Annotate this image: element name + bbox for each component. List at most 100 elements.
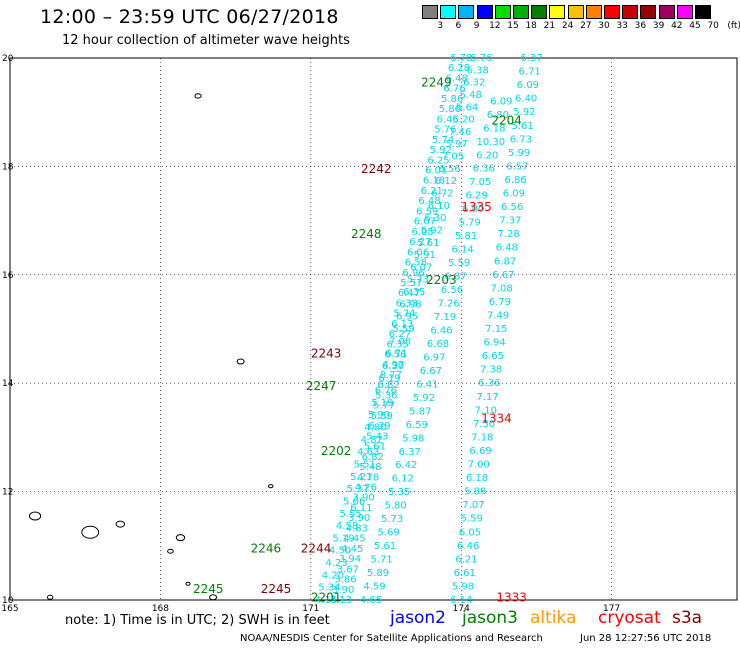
- swh-value: 5.92: [430, 145, 452, 156]
- pass-time-label: 2246: [251, 542, 282, 556]
- swh-value: 3.86: [334, 575, 356, 586]
- satellite-s3a: s3a: [672, 608, 703, 628]
- colorbar-swatch: [513, 5, 529, 19]
- swh-value: 5.55: [339, 509, 361, 520]
- swh-value: 6.71: [519, 67, 541, 78]
- swh-value: 7.19: [434, 312, 456, 323]
- swh-value: 6.56: [438, 164, 460, 175]
- swh-value: 7.37: [499, 216, 521, 227]
- swh-value: 6.47: [398, 288, 420, 299]
- swh-value: 6.46: [430, 325, 452, 336]
- swh-value: 6.06: [407, 247, 429, 258]
- colorbar-label: 24: [561, 21, 574, 31]
- swh-value: 6.86: [505, 175, 527, 186]
- swh-value: 6.39: [368, 421, 390, 432]
- swh-value: 6.30: [424, 213, 446, 224]
- swh-value: 6.19: [378, 373, 400, 384]
- swh-value: 4.45: [341, 544, 363, 555]
- colorbar-swatch: [658, 5, 675, 19]
- swh-value: 6.76: [470, 53, 492, 64]
- colorbar-label: 9: [473, 21, 480, 31]
- swh-value: 5.74: [393, 309, 415, 320]
- colorbar-label: 39: [652, 21, 665, 31]
- swh-value: 6.76: [443, 84, 465, 95]
- pass-time-label: 2203: [426, 273, 457, 287]
- swh-value: 4.82: [361, 435, 383, 446]
- swh-value: 6.48: [446, 73, 468, 84]
- swh-value: 6.59: [406, 420, 428, 431]
- colorbar-swatch: [458, 5, 475, 19]
- swh-value: 4.65: [360, 595, 382, 606]
- swh-value: 6.12: [435, 176, 457, 187]
- swh-value: 6.40: [515, 94, 537, 105]
- swh-value: 7.38: [480, 365, 502, 376]
- swh-value: 5.43: [366, 431, 388, 442]
- swh-value: 6.12: [392, 474, 414, 485]
- swh-value: 6.98: [400, 299, 422, 310]
- swh-value: 8.77: [380, 370, 402, 381]
- lat-tick-label: 10: [2, 596, 14, 606]
- colorbar-label: 27: [580, 21, 592, 31]
- swh-value: 5.34: [318, 583, 340, 594]
- swh-value: 6.20: [476, 150, 498, 161]
- swh-value: 6.94: [483, 338, 505, 349]
- swh-value: 5.86: [439, 104, 461, 115]
- colorbar-swatch: [531, 5, 548, 19]
- swh-value: 6.09: [490, 96, 512, 107]
- swh-value: 6.18: [466, 473, 488, 484]
- swh-value: 6.10: [428, 201, 450, 212]
- swh-value: 6.82: [362, 452, 384, 463]
- island-outline: [267, 484, 274, 489]
- colorbar-swatch: [604, 5, 620, 19]
- island-outline: [175, 534, 186, 542]
- colorbar-label: 12: [489, 21, 501, 31]
- colorbar-unit: (ft): [727, 21, 740, 31]
- swh-value: 5.61: [417, 238, 439, 249]
- lon-tick-label: 174: [453, 604, 470, 614]
- swh-value: 4.80: [364, 423, 386, 434]
- swh-value: 7.00: [468, 460, 490, 471]
- swh-value: 3.90: [332, 585, 354, 596]
- swh-value: 4.45: [343, 534, 365, 545]
- swh-value: 5.73: [407, 275, 429, 286]
- satellite-jason2: jason2: [390, 608, 446, 628]
- swh-value: 5.80: [385, 501, 407, 512]
- pass-time-label: 2202: [321, 444, 352, 458]
- swh-value: 5.88: [464, 487, 486, 498]
- swh-value: 6.21: [421, 186, 443, 197]
- swh-value: 7.05: [442, 152, 464, 163]
- island-outline: [209, 594, 218, 601]
- swh-value: 5.90: [368, 410, 390, 421]
- pass-time-label: 1333: [496, 590, 527, 604]
- swh-value: 6.09: [503, 189, 525, 200]
- swh-value: 5.59: [371, 411, 393, 422]
- swh-value: 6.76: [375, 386, 397, 397]
- swh-value: 6.14: [450, 595, 472, 606]
- pass-time-label: 2204: [491, 113, 522, 127]
- swh-value: 6.57: [506, 161, 528, 172]
- swh-value: 6.41: [416, 379, 438, 390]
- swh-value: 7.07: [462, 500, 484, 511]
- swh-value: 5.99: [508, 148, 530, 159]
- swh-value: 6.32: [463, 78, 485, 89]
- pass-time-label: 2248: [351, 227, 382, 241]
- map-title: 12:00 – 23:59 UTC 06/27/2018: [40, 6, 339, 28]
- swh-value: 3.90: [352, 493, 374, 504]
- swh-value: 5.36: [375, 390, 397, 401]
- swh-value: 6.36: [473, 164, 495, 175]
- swh-value: 5.86: [441, 94, 463, 105]
- swh-value: 3.67: [337, 564, 359, 575]
- generation-timestamp: Jun 28 12:27:56 UTC 2018: [580, 633, 712, 644]
- swh-value: 6.18: [423, 176, 445, 187]
- swh-value: 7.28: [497, 229, 519, 240]
- swh-value: 5.74: [432, 135, 454, 146]
- swh-value: 7.18: [471, 432, 493, 443]
- swh-value: 6.29: [466, 191, 488, 202]
- satellite-altika: altika: [530, 608, 577, 628]
- swh-value: 5.76: [434, 125, 456, 136]
- swh-value: 6.58: [405, 258, 427, 269]
- footer-note: note: 1) Time is in UTC; 2) SWH is in fe…: [65, 613, 330, 628]
- colorbar-swatch: [640, 5, 657, 19]
- swh-value: 5.77: [373, 401, 395, 412]
- swh-value: 5.71: [370, 555, 392, 566]
